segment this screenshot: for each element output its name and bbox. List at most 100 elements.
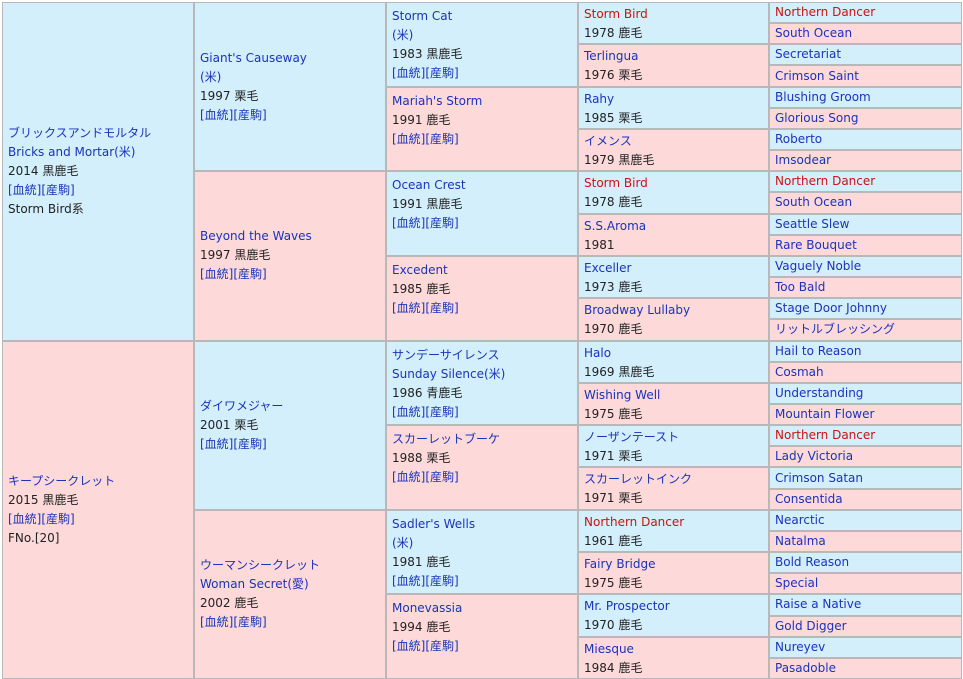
horse-name-link[interactable]: Beyond the Waves (200, 229, 312, 244)
ancestor-name-link[interactable]: Blushing Groom (775, 89, 871, 104)
horse-name-link[interactable]: スカーレットブーケ (392, 432, 501, 447)
pedigree-links[interactable]: [血統][産駒] (392, 639, 459, 654)
horse-name-link[interactable]: ウーマンシークレット (200, 558, 321, 573)
gen5-cell: Roberto (769, 128, 962, 151)
horse-name-link[interactable]: サンデーサイレンス (392, 347, 500, 362)
ancestor-name-link[interactable]: Glorious Song (775, 110, 859, 125)
gen5-cell: Blushing Groom (769, 86, 962, 108)
ancestor-name-link[interactable]: Northern Dancer (775, 428, 876, 443)
ancestor-name-link[interactable]: Fairy Bridge (584, 557, 656, 572)
ancestor-name-link[interactable]: Rare Bouquet (775, 237, 857, 252)
ancestor-name-link[interactable]: Nearctic (775, 512, 825, 527)
pedigree-links[interactable]: [血統][産駒] (200, 436, 267, 451)
ancestor-name-link[interactable]: Hail to Reason (775, 343, 862, 358)
pedigree-links[interactable]: [血統][産駒] (8, 182, 75, 197)
pedigree-links[interactable]: [血統][産駒] (392, 300, 459, 315)
ancestor-name-link[interactable]: Special (775, 576, 819, 591)
horse-subname-link[interactable]: (米) (392, 535, 414, 550)
ancestor-name-link[interactable]: Natalma (775, 533, 826, 548)
pedigree-links[interactable]: [血統][産駒] (392, 216, 459, 231)
horse-name-link[interactable]: Monevassia (392, 601, 463, 616)
ancestor-name-link[interactable]: Northern Dancer (584, 514, 685, 529)
gen5-cell: Pasadoble (769, 657, 962, 679)
ancestor-name-link[interactable]: Nureyev (775, 639, 826, 654)
gen5-cell: Northern Dancer (769, 2, 962, 24)
ancestor-name-link[interactable]: Bold Reason (775, 555, 850, 570)
pedigree-links[interactable]: [血統][産駒] (392, 470, 459, 485)
pedigree-links[interactable]: [血統][産駒] (392, 131, 459, 146)
ancestor-name-link[interactable]: Crimson Saint (775, 68, 859, 83)
horse-name-link[interactable]: Giant's Causeway (200, 50, 307, 65)
gen4-cell: Wishing Well 1975 鹿毛 (578, 382, 769, 426)
ancestor-name-link[interactable]: Gold Digger (775, 618, 847, 633)
ancestor-name-link[interactable]: Wishing Well (584, 387, 661, 402)
horse-subname-link[interactable]: (米) (200, 69, 222, 84)
ancestor-year: 1981 (584, 237, 615, 252)
ancestor-name-link[interactable]: Seattle Slew (775, 216, 850, 231)
ancestor-name-link[interactable]: Halo (584, 345, 612, 360)
ancestor-name-link[interactable]: Miesque (584, 641, 634, 656)
ancestor-name-link[interactable]: Storm Bird (584, 176, 648, 191)
ancestor-name-link[interactable]: Mountain Flower (775, 407, 875, 422)
pedigree-links[interactable]: [血統][産駒] (392, 66, 459, 80)
pedigree-links[interactable]: [血統][産駒] (392, 573, 459, 588)
pedigree-links[interactable]: [血統][産駒] (8, 511, 75, 526)
ancestor-name-link[interactable]: Mr. Prospector (584, 599, 670, 614)
ancestor-name-link[interactable]: イメンス (584, 133, 632, 148)
ancestor-name-link[interactable]: Broadway Lullaby (584, 303, 691, 318)
gen4-cell: Rahy 1985 栗毛 (578, 86, 769, 129)
ancestor-name-link[interactable]: Stage Door Johnny (775, 301, 887, 316)
ancestor-name-link[interactable]: Northern Dancer (775, 5, 876, 20)
ancestor-name-link[interactable]: Roberto (775, 132, 823, 147)
ancestor-name-link[interactable]: Storm Bird (584, 7, 648, 21)
ancestor-name-link[interactable]: ノーザンテースト (584, 430, 680, 445)
horse-name-link[interactable]: Excedent (392, 262, 448, 277)
ancestor-name-link[interactable]: Raise a Native (775, 597, 862, 612)
ancestor-name-link[interactable]: Imsodear (775, 153, 832, 168)
horse-name-link[interactable]: Ocean Crest (392, 178, 466, 193)
pedigree-links[interactable]: [血統][産駒] (200, 107, 267, 122)
ancestor-name-link[interactable]: スカーレットインク (584, 472, 693, 487)
ancestor-name-link[interactable]: Cosmah (775, 364, 824, 379)
horse-subname-link[interactable]: Sunday Silence(米) (392, 366, 506, 381)
gen5-cell: Crimson Saint (769, 65, 962, 87)
ancestor-name-link[interactable]: Exceller (584, 260, 632, 275)
horse-subname-link[interactable]: (米) (392, 28, 414, 42)
horse-name-link[interactable]: Sadler's Wells (392, 516, 476, 531)
ancestor-name-link[interactable]: Vaguely Noble (775, 258, 862, 273)
ancestor-name-link[interactable]: Northern Dancer (775, 174, 876, 189)
gen5-cell: Nearctic (769, 509, 962, 531)
ancestor-name-link[interactable]: Understanding (775, 385, 864, 400)
pedigree-links[interactable]: [血統][産駒] (392, 404, 459, 419)
ancestor-name-link[interactable]: Too Bald (775, 280, 826, 295)
horse-name-link[interactable]: キープシークレット (8, 473, 116, 488)
ancestor-name-link[interactable]: S.S.Aroma (584, 218, 647, 233)
gen5-cell: Rare Bouquet (769, 234, 962, 256)
horse-name-link[interactable]: Storm Cat (392, 9, 453, 23)
ancestor-name-link[interactable]: Lady Victoria (775, 449, 854, 464)
horse-name-link[interactable]: ブリックスアンドモルタル (8, 125, 152, 140)
gen5-cell: Consentida (769, 488, 962, 510)
horse-info: 2002 鹿毛 (200, 596, 259, 611)
ancestor-name-link[interactable]: リットルブレッシング (775, 322, 896, 337)
gen4-cell: Halo 1969 黒鹿毛 (578, 340, 769, 383)
ancestor-name-link[interactable]: Crimson Satan (775, 470, 863, 485)
horse-subname-link[interactable]: Woman Secret(愛) (200, 577, 309, 592)
ancestor-name-link[interactable]: Rahy (584, 91, 615, 106)
ancestor-name-link[interactable]: Pasadoble (775, 660, 836, 675)
gen5-cell: Vaguely Noble (769, 255, 962, 278)
ancestor-name-link[interactable]: Secretariat (775, 47, 842, 62)
horse-name-link[interactable]: Mariah's Storm (392, 93, 483, 108)
ancestor-name-link[interactable]: Consentida (775, 491, 843, 506)
ancestor-year: 1985 栗毛 (584, 110, 643, 125)
horse-subname-link[interactable]: Bricks and Mortar(米) (8, 144, 136, 159)
pedigree-links[interactable]: [血統][産駒] (200, 267, 267, 282)
pedigree-links[interactable]: [血統][産駒] (200, 615, 267, 630)
ancestor-name-link[interactable]: South Ocean (775, 26, 853, 41)
horse-name-link[interactable]: ダイワメジャー (200, 398, 284, 413)
gen4-cell: Fairy Bridge 1975 鹿毛 (578, 552, 769, 595)
ancestor-name-link[interactable]: Terlingua (584, 49, 639, 64)
horse-info: 1997 栗毛 (200, 88, 259, 103)
ancestor-name-link[interactable]: South Ocean (775, 195, 853, 210)
